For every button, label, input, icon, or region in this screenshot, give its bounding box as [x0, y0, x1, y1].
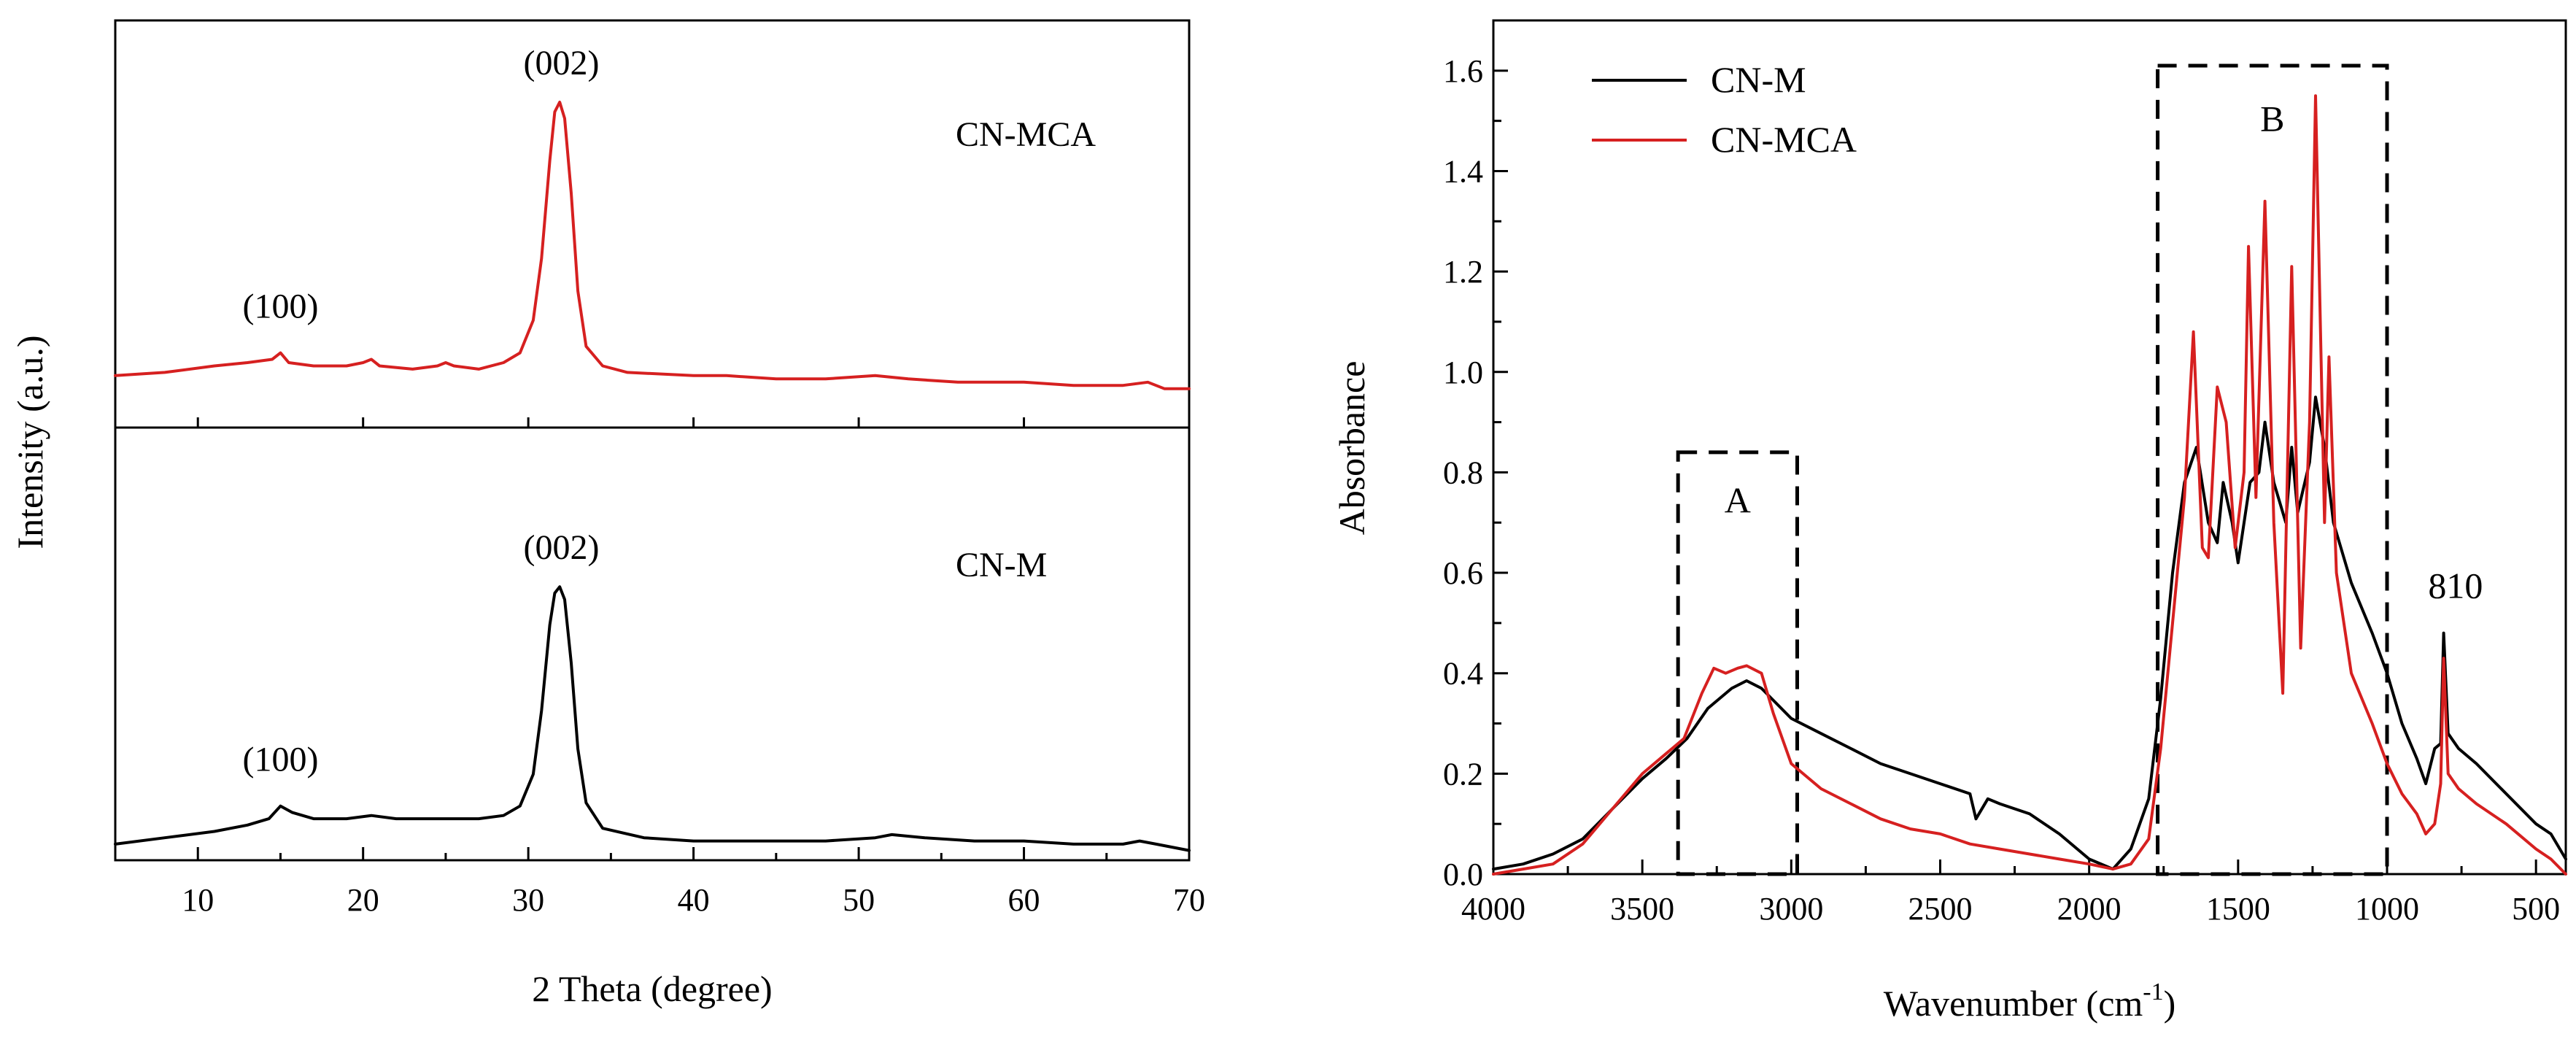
xrd-y-axis-title: Intensity (a.u.) [9, 336, 50, 549]
legend-label-cn-mca: CN-MCA [1711, 119, 1857, 160]
ftir-y-tick-label: 0.8 [1443, 455, 1483, 490]
ftir-annotation: 810 [2428, 565, 2483, 606]
xrd-chart: 10 20 30 40 50 60 70 (002) (100) (002) (100) CN-M… [9, 19, 1205, 1009]
xrd-peak-label: (100) [242, 287, 318, 326]
xrd-x-tick-label: 40 [678, 882, 710, 918]
cn-mca-ftir-line [1492, 94, 2567, 876]
ftir-x-tick-label: 500 [2512, 891, 2560, 927]
ftir-y-tick-label: 0.2 [1443, 756, 1483, 792]
xrd-x-tick-label: 30 [512, 882, 544, 918]
cn-m-ftir-line [1492, 395, 2567, 871]
ftir-x-tick-label: 1000 [2355, 891, 2419, 927]
ftir-x-tick-label: 3500 [1610, 891, 1674, 927]
ftir-x-title-end: ) [2164, 983, 2176, 1024]
xrd-top-panel-frame [114, 19, 1191, 429]
ftir-x-tick-label: 3000 [1759, 891, 1823, 927]
ftir-annotation: B [2260, 98, 2284, 139]
ftir-dashed-regions [1676, 63, 2389, 876]
xrd-x-axis-title: 2 Theta (degree) [532, 968, 772, 1009]
xrd-bottom-panel-frame [114, 426, 1191, 862]
ftir-y-tick-label: 1.6 [1443, 53, 1483, 89]
ftir-y-tick-label: 1.2 [1443, 254, 1483, 290]
ftir-x-axis: 4000 3500 3000 2500 2000 1500 1000 500 [1461, 860, 2560, 927]
cn-m-panel-label: CN-M [956, 546, 1047, 584]
xrd-peak-label: (002) [523, 44, 599, 82]
ftir-y-axis-title: Absorbance [1331, 361, 1372, 536]
xrd-x-tick-label: 50 [843, 882, 875, 918]
xrd-x-tick-label: 20 [347, 882, 379, 918]
cn-mca-xrd-line [114, 101, 1191, 390]
ftir-y-tick-label: 1.0 [1443, 355, 1483, 390]
cn-mca-panel-label: CN-MCA [956, 115, 1096, 154]
region-box-a [1676, 450, 1800, 876]
ftir-annotation: A [1725, 479, 1751, 520]
xrd-annotations: (002) (100) (002) (100) [242, 44, 599, 779]
xrd-x-tick-label: 60 [1008, 882, 1040, 918]
ftir-x-tick-label: 2500 [1908, 891, 1973, 927]
region-box-b [2156, 63, 2389, 876]
xrd-x-tick-label: 10 [182, 882, 214, 918]
xrd-x-axis: 10 20 30 40 50 60 70 [114, 417, 1205, 918]
ftir-y-tick-label: 0.4 [1443, 656, 1483, 692]
cn-m-xrd-line [114, 585, 1191, 852]
ftir-y-tick-label: 0.0 [1443, 857, 1483, 892]
xrd-peak-label: (100) [242, 741, 318, 779]
ftir-y-axis: 0.0 0.2 0.4 0.6 0.8 1.0 1.2 1.4 1.6 [1443, 19, 1508, 892]
xrd-peak-label: (002) [523, 528, 599, 567]
ftir-x-title-main: Wavenumber (cm [1884, 983, 2143, 1024]
ftir-plot-frame [1492, 19, 2567, 876]
ftir-x-title-sup: -1 [2143, 978, 2163, 1005]
ftir-x-tick-label: 4000 [1461, 891, 1525, 927]
legend-label-cn-m: CN-M [1711, 59, 1806, 100]
legend: CN-M CN-MCA [1592, 59, 1857, 160]
ftir-x-axis-title: Wavenumber (cm-1) [1884, 978, 2176, 1024]
ftir-y-tick-label: 0.6 [1443, 555, 1483, 591]
ftir-y-tick-label: 1.4 [1443, 153, 1483, 189]
ftir-x-tick-label: 2000 [2057, 891, 2121, 927]
ftir-x-tick-label: 1500 [2206, 891, 2270, 927]
ftir-chart: 4000 3500 3000 2500 2000 1500 1000 500 0.00.20.… [1331, 19, 2567, 1024]
xrd-x-tick-label: 70 [1173, 882, 1205, 918]
ftir-annotations: A B 810 [1725, 98, 2483, 606]
